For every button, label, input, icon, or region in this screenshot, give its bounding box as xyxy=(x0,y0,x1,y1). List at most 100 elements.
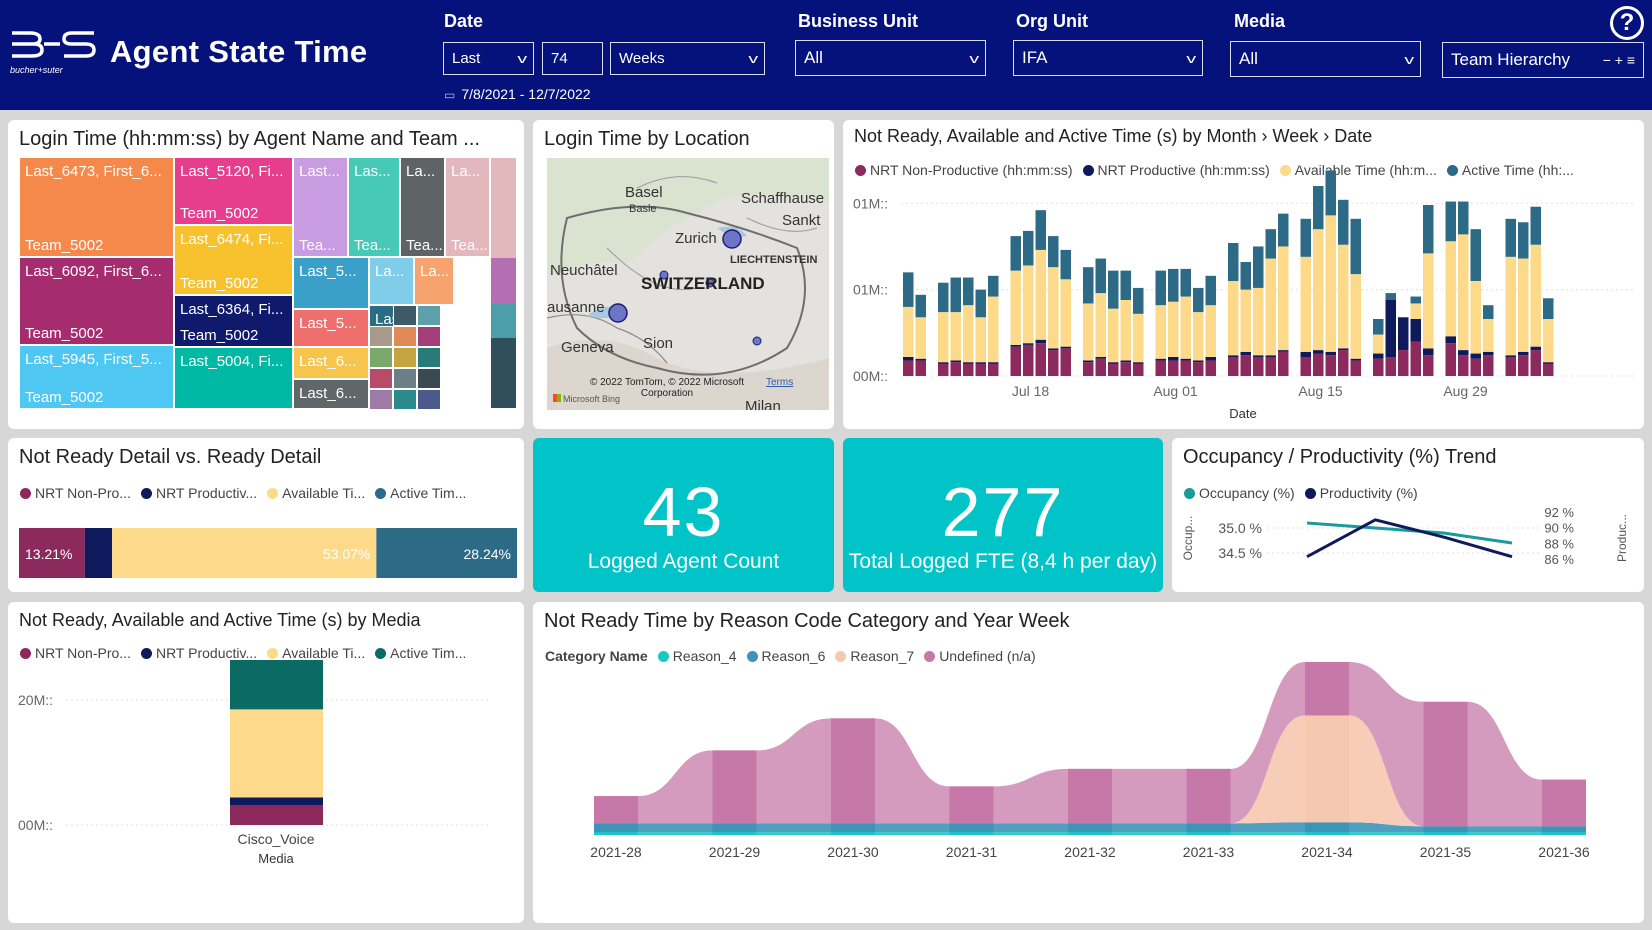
treemap-cell[interactable]: Last_6092, First_6... Team_5002 xyxy=(19,257,174,345)
legend-swatch xyxy=(657,650,669,662)
legend-item[interactable]: Reason_4 xyxy=(657,648,737,664)
treemap-cell[interactable]: Last_6... xyxy=(293,347,369,379)
legend-item[interactable]: Active Tim... xyxy=(375,645,466,661)
media-select[interactable]: All v xyxy=(1230,41,1421,77)
bar-segment xyxy=(230,709,323,798)
treemap-cell[interactable]: Last_5004, Fi... xyxy=(174,347,293,409)
treemap-cell[interactable] xyxy=(417,326,441,347)
legend-item[interactable]: NRT Non-Pro... xyxy=(20,485,131,501)
treemap-cell[interactable] xyxy=(393,305,417,326)
treemap-cell[interactable]: Last_6473, First_6... Team_5002 xyxy=(19,157,174,257)
bar-segment xyxy=(1398,350,1409,376)
legend-item[interactable]: Reason_7 xyxy=(835,648,914,664)
hierarchy-controls[interactable]: − + ≡ xyxy=(1602,52,1635,68)
legend-item[interactable]: NRT Non-Productive (hh:mm:ss) xyxy=(855,162,1073,178)
legend-item[interactable]: Available Ti... xyxy=(267,645,365,661)
treemap-cell[interactable]: Last_5120, Fi... Team_5002 xyxy=(174,157,293,225)
legend-swatch xyxy=(924,650,936,662)
legend-item[interactable]: Occupancy (%) xyxy=(1184,485,1295,501)
media-value: All xyxy=(1239,49,1258,68)
bar-segment xyxy=(1240,289,1251,352)
bar-segment xyxy=(1253,357,1264,376)
treemap-cell[interactable] xyxy=(369,389,393,410)
treemap-cell[interactable] xyxy=(393,368,417,389)
map-bubble-south[interactable] xyxy=(752,336,762,346)
bar-segment xyxy=(950,312,961,361)
band-column xyxy=(1305,661,1349,716)
legend-item[interactable]: Productivity (%) xyxy=(1304,485,1418,501)
legend-label: Occupancy (%) xyxy=(1199,485,1295,501)
treemap-cell[interactable] xyxy=(369,326,393,347)
map-bubble-zurich[interactable] xyxy=(722,229,742,249)
date-unit-select[interactable]: Weeks v xyxy=(610,42,765,75)
bar-segment xyxy=(1278,246,1289,351)
legend-item[interactable]: Reason_6 xyxy=(746,648,825,664)
treemap-cell[interactable]: Last_5... xyxy=(293,257,369,309)
x-tick-label: 2021-31 xyxy=(946,844,998,860)
legend-item[interactable]: Active Time (hh:... xyxy=(1446,162,1574,178)
map-label-lausanne: ausanne xyxy=(547,299,605,316)
treemap-cell[interactable] xyxy=(369,368,393,389)
map-terms-link[interactable]: Terms xyxy=(766,377,794,388)
y-tick-label: 00M:: xyxy=(853,368,888,384)
map-bubble-central[interactable] xyxy=(705,278,715,288)
bar-segment xyxy=(1458,350,1469,356)
x-tick-label: Aug 01 xyxy=(1153,383,1198,399)
treemap-cell[interactable]: La... xyxy=(369,257,414,305)
treemap-cell[interactable] xyxy=(393,389,417,410)
date-count-input[interactable]: 74 xyxy=(542,42,603,75)
bar-segment xyxy=(1410,319,1421,342)
legend-label: NRT Non-Productive (hh:mm:ss) xyxy=(870,162,1073,178)
treemap-cell[interactable]: La... Tea... xyxy=(400,157,445,257)
media-title: Not Ready, Available and Active Time (s)… xyxy=(19,610,421,630)
bar-segment xyxy=(1108,308,1119,363)
map-bubble-neuchatel[interactable] xyxy=(659,270,669,280)
treemap-cell[interactable]: Last_5945, First_5... Team_5002 xyxy=(19,345,174,409)
legend-item[interactable]: Active Tim... xyxy=(375,485,466,501)
treemap-cell[interactable] xyxy=(417,368,441,389)
date-relative-select[interactable]: Last v xyxy=(443,42,534,75)
bar-segment xyxy=(1168,268,1179,302)
treemap-agent-label: Last_5945, First_5... xyxy=(25,351,162,368)
treemap-cell[interactable]: La... xyxy=(414,257,454,305)
legend-item[interactable]: NRT Productive (hh:mm:ss) xyxy=(1082,162,1270,178)
legend-item[interactable]: NRT Non-Pro... xyxy=(20,645,131,661)
help-icon[interactable]: ? xyxy=(1610,6,1644,40)
business-unit-select[interactable]: All v xyxy=(795,40,986,76)
treemap-cell[interactable] xyxy=(369,347,393,368)
treemap-cell[interactable]: Las... Tea... xyxy=(348,157,400,257)
treemap-title: Login Time (hh:mm:ss) by Agent Name and … xyxy=(19,128,480,150)
org-unit-select[interactable]: IFA v xyxy=(1013,40,1203,76)
bar-segment xyxy=(1445,336,1456,344)
bar-segment xyxy=(1423,348,1434,356)
team-hierarchy-slicer[interactable]: Team Hierarchy − + ≡ xyxy=(1442,42,1644,78)
treemap-cell[interactable] xyxy=(417,389,441,410)
bar-segment xyxy=(1155,358,1166,361)
legend-item[interactable]: NRT Productiv... xyxy=(140,645,257,661)
location-map[interactable]: Basel Basle Schaffhause Sankt Zurich LIE… xyxy=(547,158,829,410)
treemap-cell[interactable] xyxy=(417,347,441,368)
x-tick-label: Jul 18 xyxy=(1012,383,1050,399)
map-bubble-lausanne[interactable] xyxy=(608,303,628,323)
bar-segment xyxy=(1338,348,1349,351)
y-tick-label: 01M:: xyxy=(853,282,888,298)
treemap-cell[interactable] xyxy=(490,157,517,409)
treemap-cell[interactable] xyxy=(393,326,417,347)
bar-segment xyxy=(915,317,926,359)
treemap-cell[interactable] xyxy=(393,347,417,368)
treemap-cell[interactable]: Last... Tea... xyxy=(293,157,348,257)
treemap-cell[interactable]: Last_5... xyxy=(293,309,369,347)
reason-legend: Category Name Reason_4 Reason_6 Reason_7… xyxy=(545,648,1036,664)
legend-swatch xyxy=(375,487,387,499)
treemap-cell[interactable]: Last_6... xyxy=(293,379,369,409)
treemap-cell[interactable]: Last_6364, Fi... Team_5002 xyxy=(174,295,293,347)
bar-segment xyxy=(230,805,323,825)
legend-item[interactable]: Undefined (n/a) xyxy=(924,648,1036,664)
treemap-cell[interactable]: La... Tea... xyxy=(445,157,490,257)
treemap-cell[interactable]: Last_6474, Fi... Team_5002 xyxy=(174,225,293,295)
treemap-cell[interactable] xyxy=(417,305,441,326)
bar-segment xyxy=(1205,305,1216,357)
legend-item[interactable]: NRT Productiv... xyxy=(140,485,257,501)
legend-item[interactable]: Available Ti... xyxy=(267,485,365,501)
bucher-suter-logo: bucher+suter xyxy=(10,30,98,75)
